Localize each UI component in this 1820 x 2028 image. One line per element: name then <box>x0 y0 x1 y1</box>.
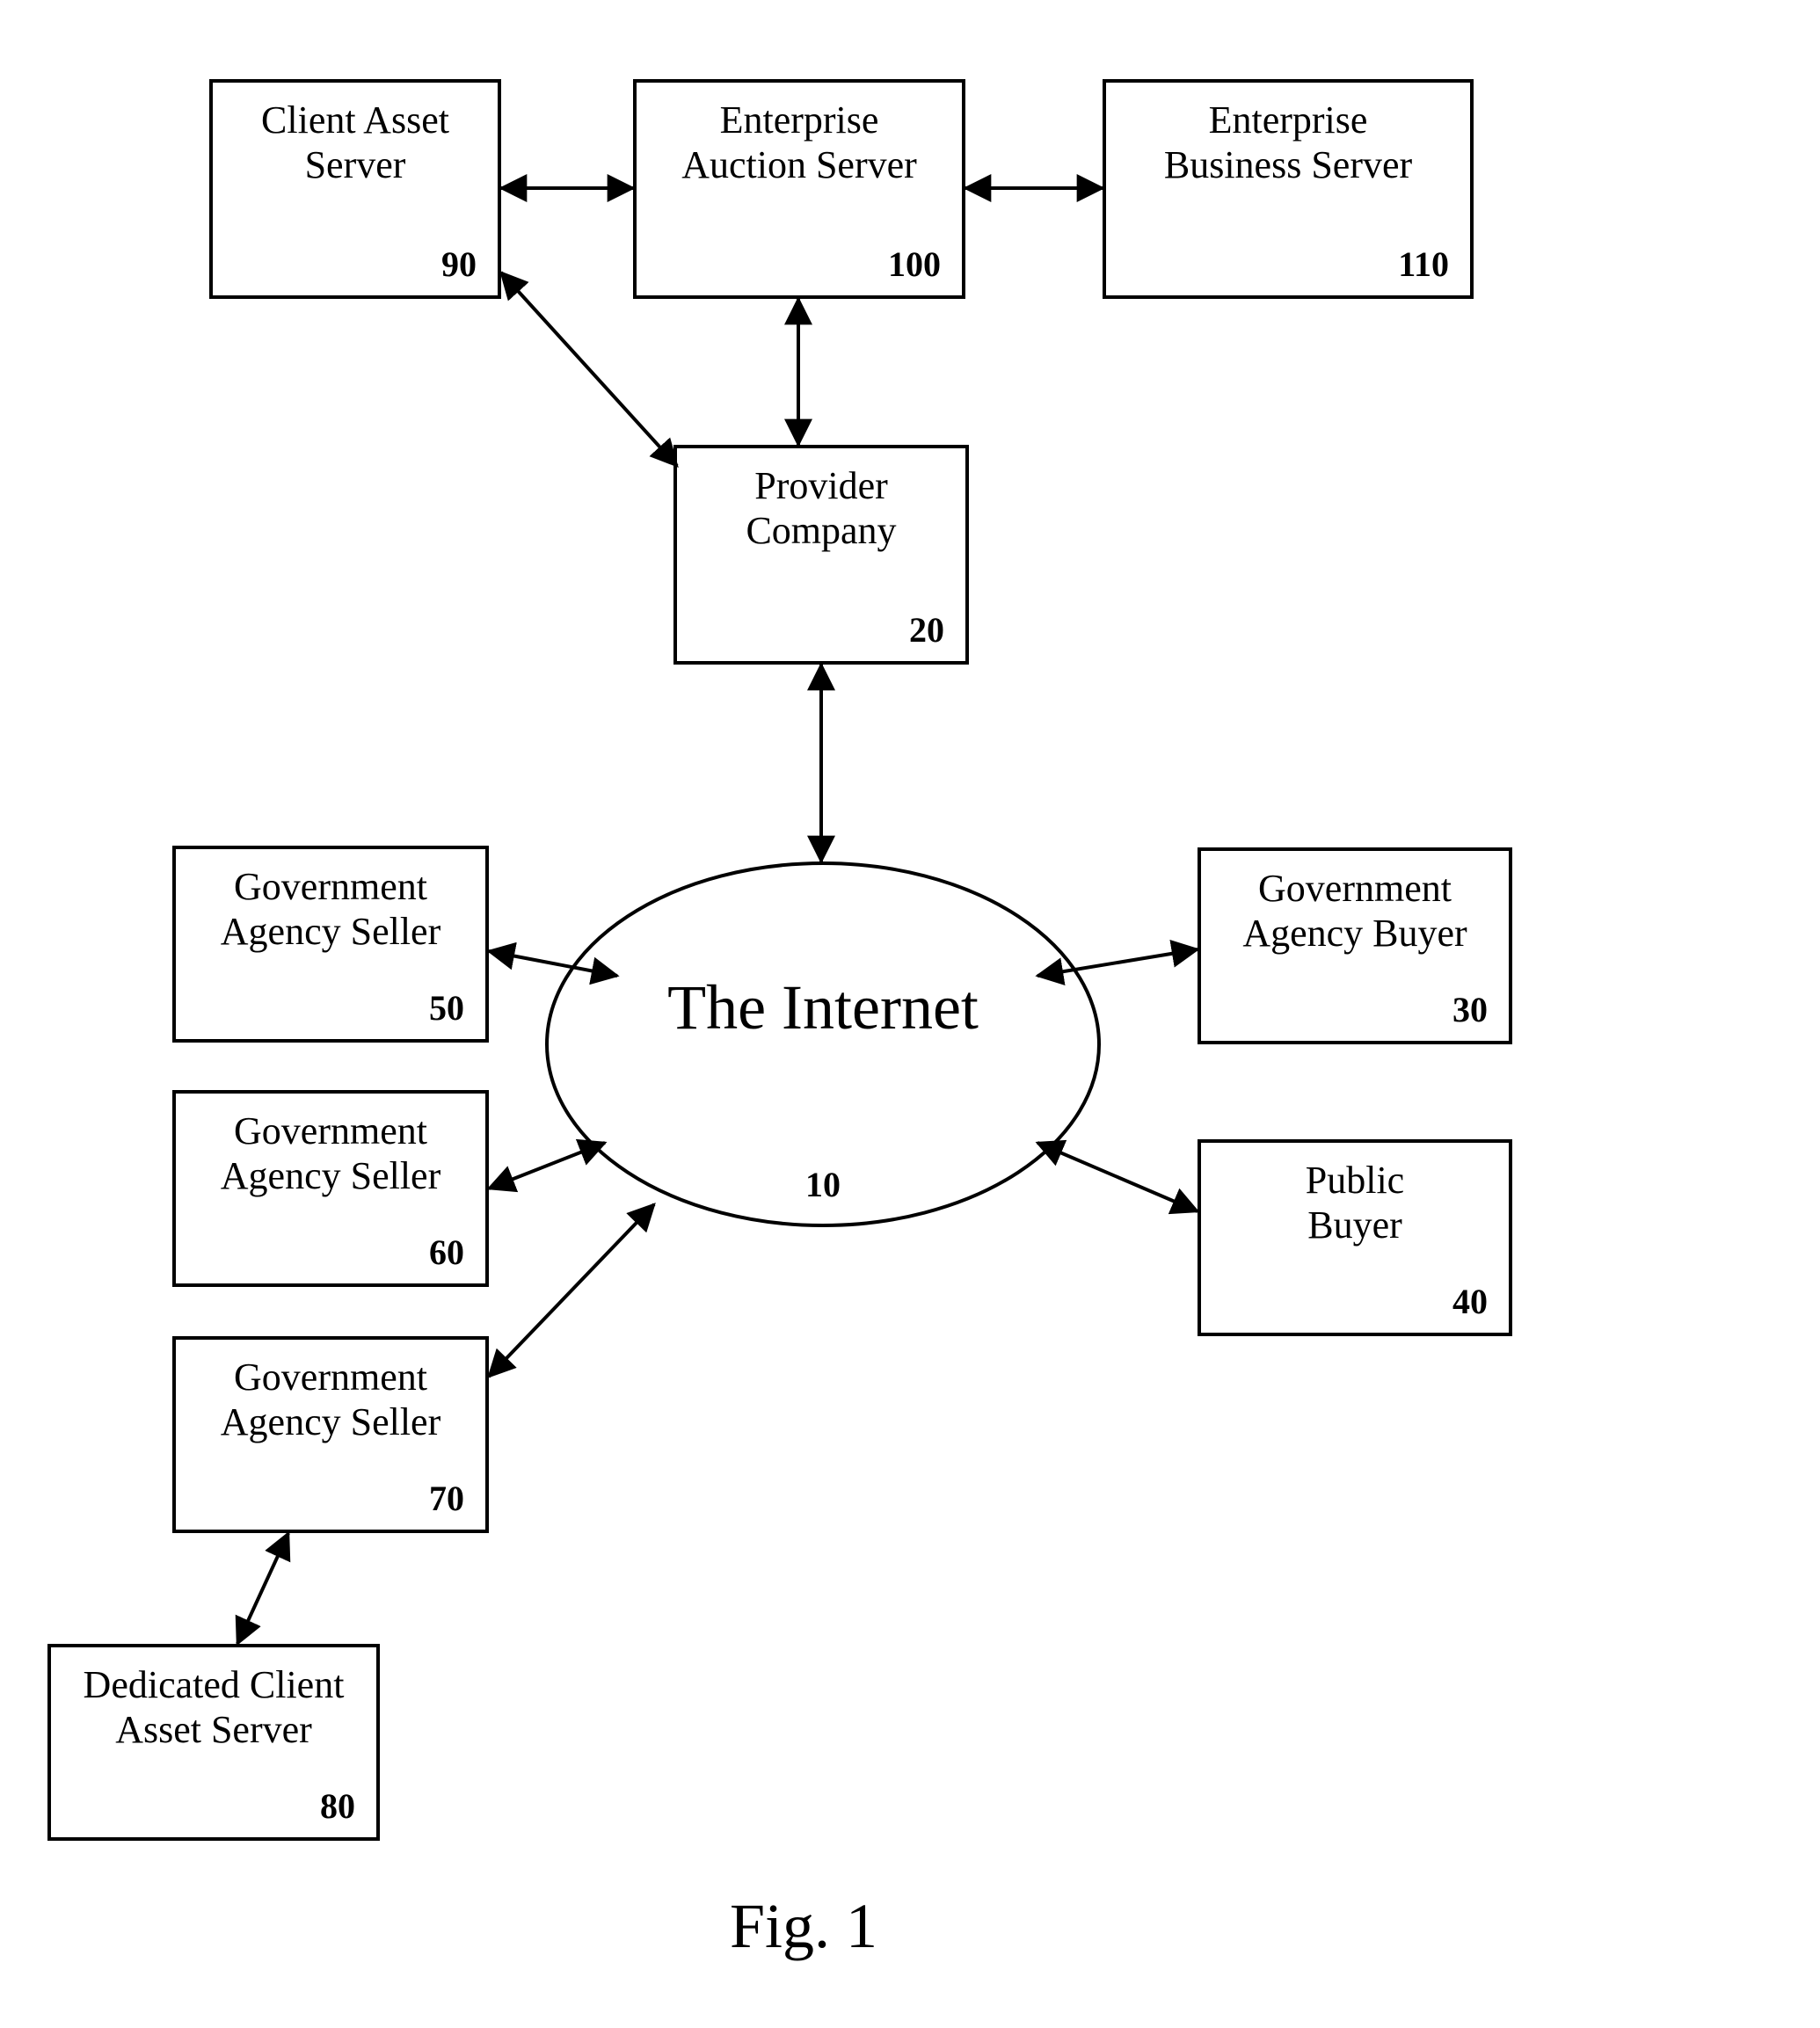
node-number: 10 <box>545 1164 1101 1205</box>
node-label: Government Agency Buyer <box>1242 867 1467 956</box>
node-label: Government Agency Seller <box>221 1109 440 1198</box>
node-number: 100 <box>888 244 941 285</box>
node-number: 90 <box>441 244 477 285</box>
node-number: 80 <box>320 1785 355 1827</box>
node-client-asset-server: Client Asset Server 90 <box>209 79 501 299</box>
edge-arrow <box>501 273 677 466</box>
node-provider-company: Provider Company 20 <box>673 445 969 665</box>
node-number: 60 <box>429 1232 464 1273</box>
node-number: 20 <box>909 609 944 651</box>
node-public-buyer: Public Buyer 40 <box>1198 1139 1512 1336</box>
node-number: 110 <box>1398 244 1449 285</box>
node-label: Enterprise Auction Server <box>681 98 917 187</box>
node-number: 30 <box>1452 989 1488 1030</box>
node-gov-seller-70: Government Agency Seller 70 <box>172 1336 489 1533</box>
node-label: Client Asset Server <box>261 98 449 187</box>
node-label: Government Agency Seller <box>221 1356 440 1444</box>
node-gov-seller-50: Government Agency Seller 50 <box>172 846 489 1043</box>
node-label: The Internet <box>545 971 1101 1044</box>
node-number: 70 <box>429 1478 464 1519</box>
node-label: Provider Company <box>746 464 896 553</box>
node-internet: The Internet 10 <box>545 861 1101 1227</box>
node-number: 40 <box>1452 1281 1488 1322</box>
edge-arrow <box>489 1204 654 1377</box>
node-number: 50 <box>429 987 464 1029</box>
edge-arrow <box>237 1533 288 1644</box>
node-enterprise-auction-server: Enterprise Auction Server 100 <box>633 79 965 299</box>
node-gov-seller-60: Government Agency Seller 60 <box>172 1090 489 1287</box>
node-label: Enterprise Business Server <box>1164 98 1412 187</box>
node-label: Public Buyer <box>1306 1159 1404 1247</box>
node-label: Dedicated Client Asset Server <box>84 1663 345 1752</box>
node-dedicated-client-asset-server: Dedicated Client Asset Server 80 <box>47 1644 380 1841</box>
node-enterprise-business-server: Enterprise Business Server 110 <box>1103 79 1474 299</box>
figure-caption: Fig. 1 <box>730 1890 877 1963</box>
node-label: Government Agency Seller <box>221 865 440 954</box>
node-gov-agency-buyer: Government Agency Buyer 30 <box>1198 847 1512 1044</box>
